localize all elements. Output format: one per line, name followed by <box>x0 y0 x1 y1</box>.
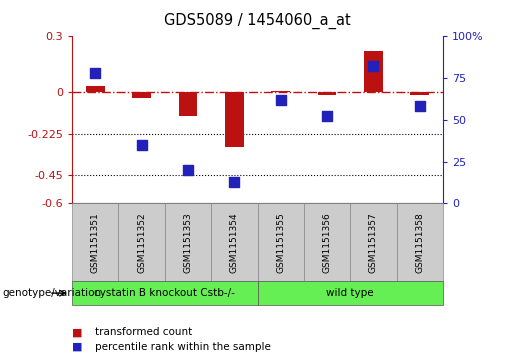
Text: GSM1151356: GSM1151356 <box>322 212 332 273</box>
Text: GSM1151351: GSM1151351 <box>91 212 100 273</box>
Bar <box>271 91 290 92</box>
Bar <box>364 51 383 92</box>
Text: GDS5089 / 1454060_a_at: GDS5089 / 1454060_a_at <box>164 13 351 29</box>
Bar <box>410 92 429 95</box>
Point <box>184 167 192 173</box>
Text: GSM1151358: GSM1151358 <box>415 212 424 273</box>
Point <box>91 70 99 76</box>
Bar <box>225 92 244 147</box>
Text: GSM1151352: GSM1151352 <box>137 212 146 273</box>
Point <box>369 64 377 69</box>
Text: transformed count: transformed count <box>95 327 193 337</box>
Bar <box>318 92 336 95</box>
Text: ■: ■ <box>72 342 82 352</box>
Text: GSM1151355: GSM1151355 <box>276 212 285 273</box>
Text: genotype/variation: genotype/variation <box>3 288 101 298</box>
Point <box>323 114 331 119</box>
Bar <box>132 92 151 98</box>
Point <box>277 97 285 103</box>
Point <box>416 103 424 109</box>
Text: ■: ■ <box>72 327 82 337</box>
Bar <box>86 86 105 92</box>
Point <box>138 142 146 148</box>
Text: GSM1151357: GSM1151357 <box>369 212 378 273</box>
Text: percentile rank within the sample: percentile rank within the sample <box>95 342 271 352</box>
Point <box>230 179 238 184</box>
Text: GSM1151354: GSM1151354 <box>230 212 239 273</box>
Text: wild type: wild type <box>327 288 374 298</box>
Text: cystatin B knockout Cstb-/-: cystatin B knockout Cstb-/- <box>94 288 235 298</box>
Bar <box>179 92 197 116</box>
Text: GSM1151353: GSM1151353 <box>183 212 193 273</box>
